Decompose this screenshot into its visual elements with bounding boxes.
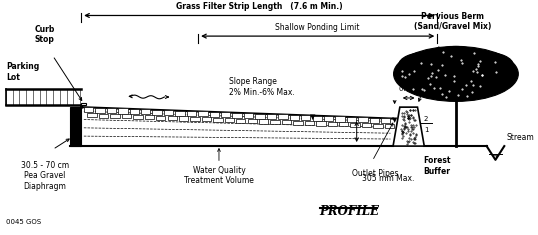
Bar [122, 114, 131, 118]
Bar [225, 118, 234, 122]
Bar [289, 115, 299, 120]
Bar [107, 108, 116, 113]
Bar [198, 111, 208, 117]
Bar [324, 116, 334, 121]
Bar [256, 114, 265, 119]
Bar [278, 114, 288, 119]
Text: PROFILE: PROFILE [319, 204, 379, 218]
Bar [259, 119, 268, 124]
Bar [213, 118, 223, 122]
Bar [175, 111, 185, 116]
Bar [179, 117, 188, 121]
Bar [385, 124, 394, 128]
Text: Water Quality
Treatment Volume: Water Quality Treatment Volume [184, 166, 254, 185]
Bar [81, 102, 87, 105]
Text: Forest
Buffer: Forest Buffer [423, 157, 451, 176]
Bar [339, 122, 349, 126]
Bar [370, 118, 379, 123]
Bar [99, 114, 108, 118]
Text: Parking
Lot: Parking Lot [6, 63, 39, 82]
Bar [164, 110, 173, 115]
Text: Shallow Ponding Limit: Shallow Ponding Limit [275, 23, 360, 31]
Bar [328, 122, 337, 126]
Bar [190, 117, 200, 121]
Text: 2: 2 [424, 116, 428, 121]
Bar [110, 114, 120, 118]
Bar [156, 116, 166, 120]
Text: ▼: ▼ [310, 114, 315, 121]
Bar [141, 109, 150, 114]
Bar [271, 120, 280, 124]
Bar [247, 119, 257, 123]
Bar [350, 123, 360, 127]
Bar [88, 113, 97, 117]
Bar [373, 124, 383, 128]
Polygon shape [393, 107, 424, 146]
Bar [145, 115, 154, 119]
Bar [210, 112, 219, 117]
Bar [316, 121, 325, 126]
Bar [335, 117, 345, 121]
Bar [118, 109, 128, 114]
Bar [232, 113, 242, 118]
Bar [70, 107, 81, 146]
Bar [381, 118, 391, 123]
Circle shape [430, 47, 482, 69]
Bar [95, 108, 104, 113]
Text: Slope Range
2% Min.-6% Max.: Slope Range 2% Min.-6% Max. [229, 77, 295, 97]
Text: ▼: ▼ [392, 118, 398, 124]
Bar [362, 123, 371, 127]
Circle shape [456, 52, 513, 77]
Bar [130, 109, 139, 114]
Bar [187, 111, 196, 116]
Text: Curb
Stop: Curb Stop [34, 25, 55, 44]
Circle shape [394, 47, 518, 102]
Bar [301, 115, 310, 120]
Bar [282, 120, 291, 124]
Text: 0.6 m: 0.6 m [399, 86, 419, 92]
Text: Stream: Stream [507, 133, 535, 141]
Bar [313, 116, 322, 121]
Bar [221, 112, 230, 117]
Text: 1: 1 [424, 127, 428, 133]
Bar [358, 117, 367, 122]
Text: 305 mm Max.: 305 mm Max. [362, 174, 414, 183]
Text: Outlet Pipes: Outlet Pipes [352, 169, 398, 178]
Bar [152, 110, 162, 115]
Bar [167, 116, 177, 120]
Bar [236, 118, 245, 123]
Text: 0045 GOS: 0045 GOS [6, 219, 41, 225]
Circle shape [399, 52, 456, 77]
Bar [347, 117, 356, 122]
Bar [133, 115, 143, 119]
Bar [293, 121, 303, 125]
Bar [202, 117, 211, 121]
Bar [84, 107, 93, 112]
Text: 30.5 - 70 cm
Pea Gravel
Diaphragm: 30.5 - 70 cm Pea Gravel Diaphragm [21, 161, 69, 191]
Bar [244, 113, 253, 118]
Text: Grass Filter Strip Length   (7.6 m Min.): Grass Filter Strip Length (7.6 m Min.) [176, 2, 343, 11]
Bar [267, 114, 276, 119]
Bar [305, 121, 314, 125]
Text: Pervious Berm
(Sand/Gravel Mix): Pervious Berm (Sand/Gravel Mix) [414, 12, 492, 31]
